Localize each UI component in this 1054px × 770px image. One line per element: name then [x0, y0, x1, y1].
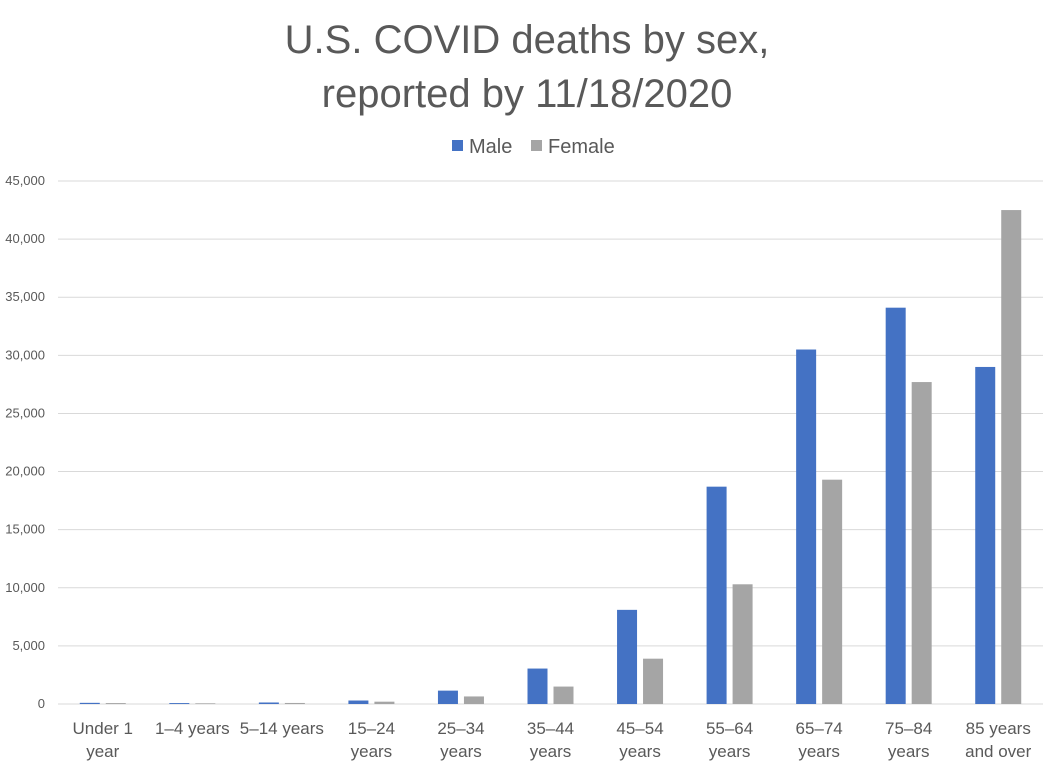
y-tick-label: 20,000 [5, 464, 45, 479]
bar-male-3 [348, 700, 369, 704]
bar-female-10 [1001, 210, 1022, 705]
bar-female-2 [284, 702, 305, 704]
y-tick-label: 0 [38, 696, 45, 711]
y-tick-label: 30,000 [5, 347, 45, 362]
y-tick-label: 15,000 [5, 522, 45, 537]
legend-item-male: Male [452, 136, 512, 158]
y-tick-label: 25,000 [5, 405, 45, 420]
bar-male-1 [169, 703, 190, 704]
x-category-label-line: 65–74 [795, 719, 842, 738]
chart-title: U.S. COVID deaths by sex, reported by 11/… [285, 18, 770, 116]
bar-female-1 [195, 703, 216, 704]
legend-item-female: Female [531, 136, 615, 158]
x-category-label-line: 35–44 [527, 719, 574, 738]
x-category-label-line: 5–14 years [240, 719, 324, 738]
x-category-label-line: Under 1 [73, 719, 133, 738]
x-category-label-line: years [798, 742, 840, 761]
bar-female-3 [374, 701, 395, 704]
x-category-label-line: years [619, 742, 661, 761]
x-category-label: 75–84 years [885, 719, 932, 761]
x-category-label-line: 75–84 [885, 719, 932, 738]
x-category-label-line: years [709, 742, 751, 761]
x-category-label: 25–34 years [437, 719, 484, 761]
legend-swatch-male [452, 140, 463, 151]
bar-female-8 [822, 479, 843, 704]
bar-female-0 [105, 703, 126, 704]
bar-female-6 [643, 658, 664, 704]
x-category-label: Under 1 year [73, 719, 133, 761]
bar-female-4 [463, 696, 484, 704]
bar-male-6 [617, 609, 638, 704]
x-axis-categories: Under 1 year 1–4 years 5–14 years 15–24 years… [73, 719, 1032, 761]
x-category-label: 55–64 years [706, 719, 753, 761]
x-category-label-line: years [351, 742, 393, 761]
x-category-label-line: years [888, 742, 930, 761]
chart-title-line-2: reported by 11/18/2020 [322, 72, 733, 116]
x-category-label: 45–54 years [616, 719, 663, 761]
y-tick-label: 40,000 [5, 231, 45, 246]
x-category-label-line: 55–64 [706, 719, 753, 738]
bar-male-8 [796, 349, 817, 704]
bar-male-4 [437, 690, 458, 704]
legend-swatch-female [531, 140, 542, 151]
chart-title-line-1: U.S. COVID deaths by sex, [285, 18, 770, 62]
x-category-label: 15–24 years [348, 719, 395, 761]
chart-legend: Male Female [452, 136, 615, 158]
y-tick-label: 10,000 [5, 580, 45, 595]
bars [79, 210, 1022, 705]
legend-label-female: Female [548, 136, 615, 158]
x-category-label: 85 years and over [965, 719, 1031, 761]
x-category-label-line: and over [965, 742, 1031, 761]
x-category-label-line: years [530, 742, 572, 761]
bar-male-0 [79, 702, 100, 704]
bar-male-10 [975, 366, 996, 704]
x-category-label: 1–4 years [155, 719, 230, 738]
x-category-label: 65–74 years [795, 719, 842, 761]
y-tick-label: 35,000 [5, 289, 45, 304]
legend-label-male: Male [469, 136, 512, 158]
x-category-label-line: 25–34 [437, 719, 484, 738]
bar-female-9 [911, 382, 932, 704]
x-category-label: 35–44 years [527, 719, 574, 761]
y-tick-label: 45,000 [5, 173, 45, 188]
x-category-label-line: 85 years [966, 719, 1031, 738]
x-category-label-line: year [86, 742, 119, 761]
gridlines [58, 180, 1043, 705]
y-tick-label: 5,000 [12, 638, 45, 653]
x-category-label-line: 45–54 [616, 719, 663, 738]
bar-male-5 [527, 668, 548, 704]
bar-female-5 [553, 686, 574, 704]
bar-female-7 [732, 584, 753, 704]
bar-male-2 [258, 702, 279, 704]
x-category-label-line: 1–4 years [155, 719, 230, 738]
bar-male-9 [885, 307, 906, 704]
y-axis-ticks: 0 5,000 10,000 15,000 20,000 25,000 30,000 35,0… [5, 173, 45, 711]
x-category-label-line: 15–24 [348, 719, 395, 738]
x-category-label: 5–14 years [240, 719, 324, 738]
bar-male-7 [706, 486, 727, 704]
x-category-label-line: years [440, 742, 482, 761]
